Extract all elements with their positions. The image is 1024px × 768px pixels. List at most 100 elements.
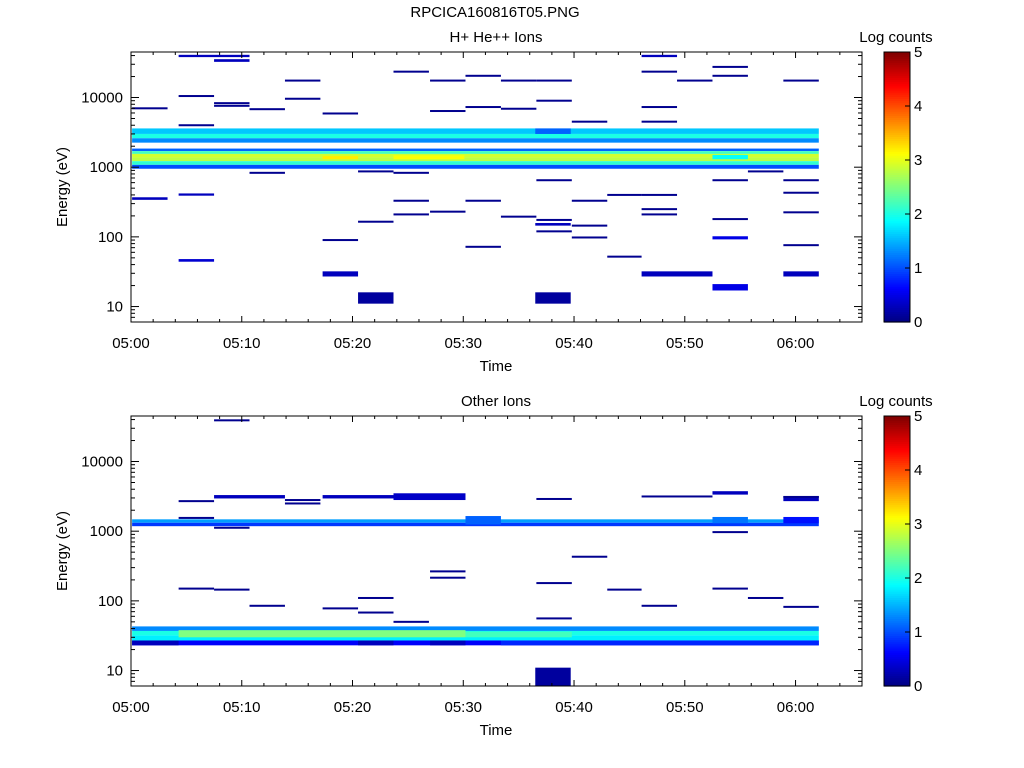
heatmap-cell: [535, 223, 571, 226]
colorbar-segment: [884, 92, 910, 95]
heatmap-cell: [430, 570, 466, 573]
colorbar-segment: [884, 464, 910, 468]
colorbar-segment: [884, 631, 910, 634]
heatmap-cell: [178, 587, 215, 590]
colorbar-segment: [884, 595, 910, 599]
heatmap-cell: [132, 626, 819, 631]
colorbar-segment: [884, 648, 910, 651]
colorbar-segment: [884, 584, 910, 588]
colorbar-segment: [884, 506, 910, 510]
colorbar-segment: [884, 54, 910, 57]
heatmap-cell: [536, 617, 572, 620]
colorbar-segment: [884, 675, 910, 679]
colorbar-segment: [884, 252, 910, 256]
colorbar-segment: [884, 555, 910, 558]
heatmap-cell: [430, 110, 466, 113]
heatmap-cell: [132, 151, 819, 154]
colorbar-segment: [884, 624, 910, 628]
heatmap-cell: [783, 191, 819, 194]
heatmap-cell: [249, 171, 285, 174]
colorbar-segment: [884, 239, 910, 243]
colorbar-segment: [884, 222, 910, 226]
panel-top-xlabel: Time: [480, 358, 513, 375]
heatmap-cell: [783, 495, 819, 498]
heatmap-cell: [393, 199, 429, 202]
colorbar-segment: [884, 650, 910, 653]
colorbar-segment: [884, 597, 910, 601]
colorbar-segment: [884, 462, 910, 466]
x-tick-label: 05:30: [444, 699, 482, 716]
colorbar-segment: [884, 79, 910, 83]
colorbar-segment: [884, 475, 910, 478]
colorbar-segment: [884, 652, 910, 655]
plot-frame: [130, 51, 863, 323]
colorbar-segment: [884, 656, 910, 660]
heatmap-cell: [641, 604, 678, 607]
colorbar-segment: [884, 637, 910, 641]
colorbar-segment: [884, 191, 910, 194]
colorbar-segment: [884, 468, 910, 472]
colorbar-segment: [884, 456, 910, 459]
colorbar-segment: [884, 460, 910, 464]
colorbar-segment: [884, 580, 910, 584]
colorbar-segment: [884, 519, 910, 523]
colorbar-segment: [884, 313, 910, 317]
colorbar-segment: [884, 163, 910, 167]
colorbar-segment: [884, 527, 910, 531]
heatmap-cell: [430, 79, 466, 82]
colorbar-segment: [884, 620, 910, 624]
colorbar-segment: [884, 517, 910, 520]
colorbar-segment: [884, 677, 910, 681]
colorbar-segment: [884, 300, 910, 304]
colorbar-segment: [884, 565, 910, 569]
panel-bottom-xlabel: Time: [480, 722, 513, 739]
panel-bottom-ylabel: Energy (eV): [54, 511, 71, 591]
colorbar-segment: [884, 218, 910, 222]
heatmap-cell: [132, 640, 179, 646]
colorbar-segment: [884, 559, 910, 563]
heatmap-cell: [783, 605, 819, 608]
colorbar-segment: [884, 607, 910, 611]
heatmap-cell: [641, 70, 678, 73]
heatmap-cell: [712, 154, 748, 160]
colorbar-segment: [884, 269, 910, 272]
heatmap-cell: [322, 239, 359, 242]
heatmap-cell: [430, 640, 466, 646]
heatmap-cell: [249, 604, 285, 607]
heatmap-cell: [536, 99, 572, 102]
colorbar-segment: [884, 170, 910, 173]
colorbar-segment: [884, 521, 910, 525]
colorbar-frame: [883, 415, 911, 687]
colorbar-segment: [884, 256, 910, 260]
heatmap-cell: [641, 54, 678, 58]
heatmap-cell: [393, 493, 466, 501]
colorbar-segment: [884, 523, 910, 527]
colorbar-segment: [884, 132, 910, 135]
colorbar-segment: [884, 151, 910, 154]
panel-top-ylabel: Energy (eV): [54, 147, 71, 227]
colorbar-segment: [884, 157, 910, 161]
colorbar-segment: [884, 432, 910, 436]
colorbar-segment: [884, 265, 910, 268]
colorbar-segment: [884, 629, 910, 632]
colorbar-segment: [884, 662, 910, 666]
x-tick-label: 05:10: [223, 699, 261, 716]
colorbar-segment: [884, 144, 910, 148]
heatmap-cell: [783, 516, 819, 524]
heatmap-cell: [747, 170, 784, 173]
colorbar-segment: [884, 178, 910, 182]
heatmap-cell: [607, 255, 642, 258]
heatmap-cell: [535, 128, 571, 134]
colorbar-segment: [884, 418, 910, 421]
colorbar-segment: [884, 258, 910, 262]
heatmap-cell: [430, 210, 466, 213]
heatmap-cell: [284, 499, 321, 502]
colorbar-segment: [884, 553, 910, 556]
colorbar-segment: [884, 525, 910, 529]
heatmap-cell: [641, 495, 713, 498]
x-tick-label: 05:30: [444, 335, 482, 352]
colorbar-segment: [884, 233, 910, 237]
colorbar-segment: [884, 612, 910, 615]
colorbar-bottom: 0 1 2 3 4 5: [883, 408, 922, 695]
x-tick-label: 05:10: [223, 335, 261, 352]
